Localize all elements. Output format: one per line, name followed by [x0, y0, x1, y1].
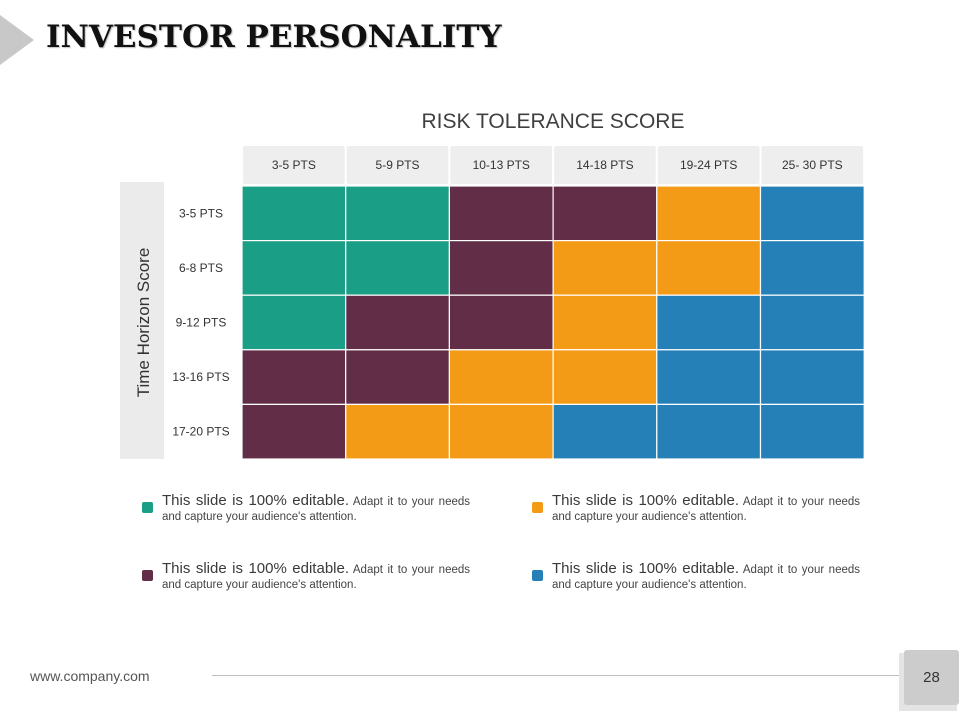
column-header-bg: [657, 146, 760, 184]
column-header-bg: [346, 146, 449, 184]
legend-text: This slide is 100% editable. Adapt it to…: [552, 493, 860, 525]
legend-swatch-maroon: [142, 570, 153, 581]
heatmap-cell: [759, 240, 865, 296]
heatmap-cell: [241, 185, 347, 242]
heatmap-cell: [656, 403, 762, 460]
heatmap-cell: [656, 240, 762, 296]
heatmap-cell: [345, 403, 451, 460]
row-header-label: 9-12 PTS: [176, 316, 227, 330]
heatmap-cell: [448, 185, 554, 242]
legend-text: This slide is 100% editable. Adapt it to…: [162, 493, 470, 525]
column-header-bg: [450, 146, 553, 184]
row-header-label: 3-5 PTS: [179, 206, 223, 220]
heatmap-cell: [759, 294, 865, 351]
heatmap-cell: [552, 403, 658, 460]
heatmap-cell: [656, 185, 762, 242]
heatmap-cell: [241, 349, 347, 405]
heatmap-cell: [241, 294, 347, 351]
legend-body: Adapt it to your needs and capture your …: [552, 564, 861, 591]
legend-swatch-blue: [532, 570, 543, 581]
heatmap-cell: [345, 349, 451, 405]
row-header-label: 17-20 PTS: [172, 425, 229, 439]
row-header-label: 13-16 PTS: [172, 370, 229, 384]
legend-lead: This slide is 100% editable.: [552, 492, 740, 509]
column-header-bg: [554, 146, 656, 184]
legend-body: Adapt it to your needs and capture your …: [162, 564, 471, 591]
heatmap-cell: [759, 349, 865, 405]
heatmap-cell: [552, 185, 658, 242]
heatmap-cell: [552, 349, 658, 405]
heatmap-cell: [759, 185, 865, 242]
column-header-label: 5-9 PTS: [376, 158, 420, 172]
heatmap-cell: [448, 294, 554, 351]
heatmap-cell: [656, 349, 762, 405]
column-header-bg: [761, 146, 864, 184]
heatmap-cell: [448, 403, 554, 460]
heatmap-cell: [552, 240, 658, 296]
heatmap-cell: [448, 240, 554, 296]
footer-url: www.company.com: [30, 668, 150, 684]
legend-lead: This slide is 100% editable.: [162, 492, 350, 509]
legend-swatch-green: [142, 502, 153, 513]
column-header-label: 19-24 PTS: [680, 158, 737, 172]
heatmap-cell: [345, 294, 451, 351]
y-axis-panel: [120, 182, 164, 459]
legend-body: Adapt it to your needs and capture your …: [162, 496, 471, 523]
page-number: 28: [904, 650, 959, 705]
legend-body: Adapt it to your needs and capture your …: [552, 496, 861, 523]
row-header-label: 6-8 PTS: [179, 261, 223, 275]
footer-divider: [212, 675, 902, 676]
y-axis-label: Time Horizon Score: [134, 248, 153, 398]
column-header-label: 14-18 PTS: [576, 158, 633, 172]
heatmap-cell: [448, 349, 554, 405]
column-header-bg: [243, 146, 345, 184]
chart-title: RISK TOLERANCE SCORE: [421, 110, 685, 133]
heatmap-cell: [345, 185, 451, 242]
title-arrow-decoration: [0, 15, 34, 65]
heatmap-cell: [552, 294, 658, 351]
column-header-label: 3-5 PTS: [272, 158, 316, 172]
column-header-label: 10-13 PTS: [473, 158, 530, 172]
legend-lead: This slide is 100% editable.: [162, 560, 350, 577]
legend-lead: This slide is 100% editable.: [552, 560, 740, 577]
column-header-label: 25- 30 PTS: [782, 158, 843, 172]
heatmap-cell: [656, 294, 762, 351]
legend-swatch-orange: [532, 502, 543, 513]
legend-text: This slide is 100% editable. Adapt it to…: [552, 561, 860, 593]
heatmap-cell: [345, 240, 451, 296]
heatmap-cell: [241, 403, 347, 460]
slide-title: INVESTOR PERSONALITY: [46, 19, 502, 55]
legend-text: This slide is 100% editable. Adapt it to…: [162, 561, 470, 593]
heatmap-cell: [759, 403, 865, 460]
heatmap-cell: [241, 240, 347, 296]
